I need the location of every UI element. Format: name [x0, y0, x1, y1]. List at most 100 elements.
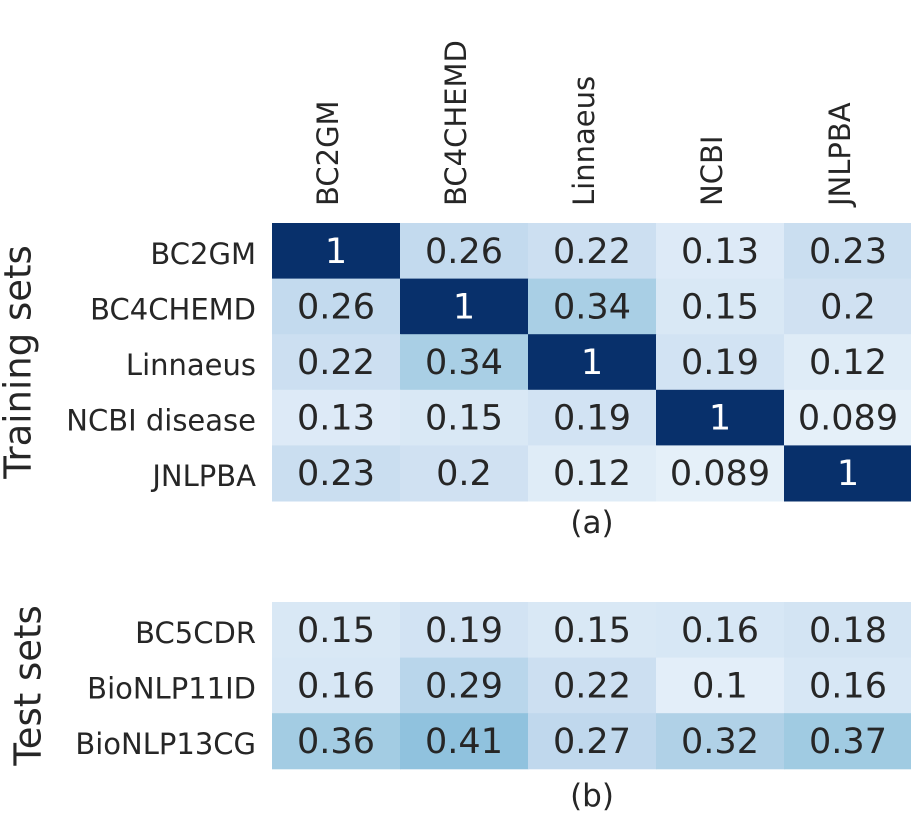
heatmap-cell [656, 713, 785, 770]
heatmap-cell [656, 657, 785, 714]
cell-value-label: 0.23 [809, 232, 887, 272]
heatmap-cell [528, 713, 657, 770]
heatmap-cell [272, 657, 401, 714]
heatmap-cell [400, 223, 529, 280]
cell-value-label: 0.26 [425, 232, 503, 272]
cell-value-label: 0.19 [425, 611, 503, 651]
cell-value-label: 0.22 [553, 666, 631, 706]
row-tick-label: NCBI disease [66, 404, 256, 438]
heatmap-cell [784, 389, 911, 446]
heatmap-cell [528, 602, 657, 659]
column-tick-label: BC4CHEMD [439, 40, 473, 206]
cell-value-label: 0.12 [553, 454, 631, 494]
heatmap-cell [400, 389, 529, 446]
cell-value-label: 0.29 [425, 666, 503, 706]
heatmap-cell [400, 713, 529, 770]
cell-value-label: 0.41 [425, 722, 503, 762]
cell-value-label: 0.13 [297, 399, 375, 439]
row-tick-label: BioNLP13CG [75, 727, 256, 761]
heatmap-cell [272, 602, 401, 659]
heatmap-cell [656, 389, 785, 446]
training-sets-heatmap: 1 0.26 0.22 0.13 0.23 0.26 1 0.34 0.15 0.2 0.22 0.3… [0, 40, 911, 541]
heatmap-cell [784, 223, 911, 280]
heatmap-cell [528, 389, 657, 446]
cell-value-label: 0.22 [553, 232, 631, 272]
heatmap-cell [528, 223, 657, 280]
heatmap-cell [400, 334, 529, 391]
cell-value-label: 1 [837, 454, 859, 494]
cell-value-label: 0.16 [297, 666, 375, 706]
cell-value-label: 0.13 [681, 232, 759, 272]
cell-value-label: 0.15 [425, 399, 503, 439]
cell-value-label: 0.36 [297, 722, 375, 762]
heatmap-cell [272, 334, 401, 391]
heatmap-cell [784, 657, 911, 714]
cell-value-label: 0.089 [798, 399, 898, 439]
heatmap-cell [528, 334, 657, 391]
heatmap-cell [784, 445, 911, 502]
column-tick-label: Linnaeus [567, 76, 601, 206]
row-tick-label: Linnaeus [126, 348, 256, 382]
cell-value-label: 0.16 [809, 666, 887, 706]
cell-value-label: 1 [453, 287, 475, 327]
cell-value-label: 0.089 [670, 454, 770, 494]
heatmap-cell [656, 334, 785, 391]
cell-value-label: 0.15 [553, 611, 631, 651]
heatmap-cell [784, 334, 911, 391]
heatmap-cell [528, 657, 657, 714]
row-tick-label: BC5CDR [135, 616, 256, 650]
heatmap-cell [656, 223, 785, 280]
cell-value-label: 0.27 [553, 722, 631, 762]
cell-value-label: 0.1 [692, 666, 748, 706]
column-tick-label: JNLPBA [823, 102, 857, 208]
heatmap-cell [400, 278, 529, 335]
cell-value-label: 0.16 [681, 611, 759, 651]
cell-value-label: 0.19 [553, 399, 631, 439]
cell-value-label: 0.19 [681, 343, 759, 383]
cell-value-label: 0.37 [809, 722, 887, 762]
row-tick-label: BC2GM [150, 237, 256, 271]
y-axis-title: Training sets [0, 245, 40, 480]
cell-value-label: 1 [581, 343, 603, 383]
cell-value-label: 0.15 [297, 611, 375, 651]
row-tick-label: JNLPBA [150, 459, 256, 493]
cell-value-label: 0.18 [809, 611, 887, 651]
heatmap-cell [784, 713, 911, 770]
heatmap-cell [400, 445, 529, 502]
heatmap-cell [784, 278, 911, 335]
heatmap-cell [528, 445, 657, 502]
y-axis-title: Test sets [7, 605, 50, 766]
cell-value-label: 0.12 [809, 343, 887, 383]
heatmap-cell [400, 657, 529, 714]
cell-value-label: 0.22 [297, 343, 375, 383]
cell-value-label: 0.2 [820, 287, 876, 327]
heatmap-cell [528, 278, 657, 335]
panel-caption: (a) [570, 505, 613, 541]
cell-value-label: 1 [325, 232, 347, 272]
cell-value-label: 0.2 [436, 454, 492, 494]
cell-value-label: 0.34 [553, 287, 631, 327]
panel-caption: (b) [570, 778, 614, 814]
row-tick-label: BC4CHEMD [90, 292, 256, 326]
heatmap-cell [272, 223, 401, 280]
heatmap-cell [272, 278, 401, 335]
cell-value-label: 0.34 [425, 343, 503, 383]
column-tick-label: NCBI [695, 136, 729, 206]
heatmap-cell [272, 445, 401, 502]
row-tick-label: BioNLP11ID [87, 671, 256, 705]
heatmap-cell [784, 602, 911, 659]
heatmap-cell [656, 445, 785, 502]
heatmap-cell [272, 389, 401, 446]
test-sets-heatmap: 0.15 0.19 0.15 0.16 0.18 0.16 0.29 0.22 0.1 0.16 0… [7, 602, 911, 814]
heatmap-cell [656, 602, 785, 659]
cell-value-label: 0.15 [681, 287, 759, 327]
cell-value-label: 1 [709, 399, 731, 439]
heatmap-cell [272, 713, 401, 770]
heatmap-cell [656, 278, 785, 335]
cell-value-label: 0.23 [297, 454, 375, 494]
cell-value-label: 0.32 [681, 722, 759, 762]
cell-value-label: 0.26 [297, 287, 375, 327]
heatmap-cell [400, 602, 529, 659]
column-tick-label: BC2GM [311, 100, 345, 206]
